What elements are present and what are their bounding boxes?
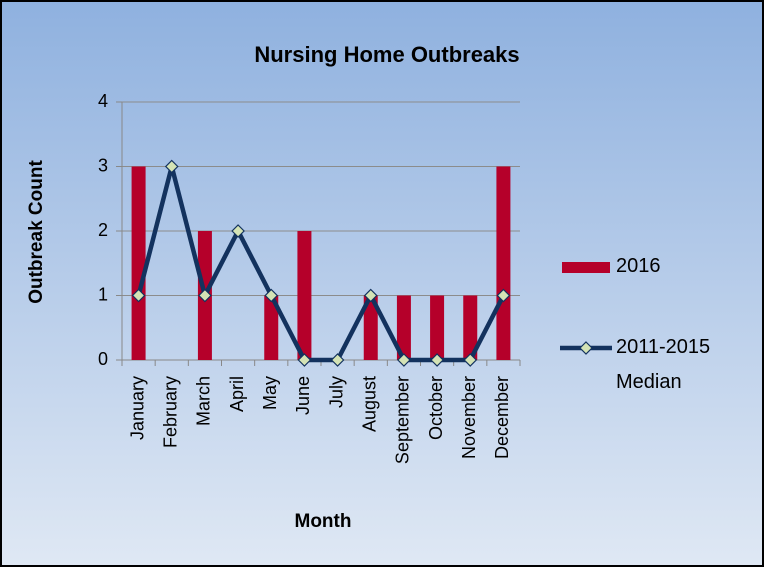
line-marker: [363, 288, 378, 303]
x-tick-label: January: [127, 376, 147, 440]
y-tick-label: 2: [98, 220, 108, 240]
x-tick-label: September: [393, 376, 413, 464]
line-marker: [463, 353, 478, 367]
line-marker: [397, 353, 411, 367]
bar: [496, 166, 511, 360]
bar: [297, 231, 312, 360]
y-tick-label: 1: [98, 284, 108, 304]
x-tick-label: February: [161, 376, 181, 448]
line: [136, 164, 506, 363]
line-marker: [264, 288, 279, 303]
bar: [264, 295, 279, 360]
line-marker: [496, 288, 511, 303]
x-tick-label: June: [293, 376, 313, 415]
line-marker: [330, 353, 345, 367]
x-tick-label: May: [260, 376, 280, 410]
x-tick-label: July: [326, 376, 346, 408]
y-tick-label: 3: [98, 155, 108, 175]
line-marker: [297, 353, 312, 367]
x-tick-label: August: [360, 376, 380, 432]
bar: [363, 295, 378, 360]
line-marker: [164, 159, 179, 174]
legend-swatch: [562, 262, 610, 273]
bar: [131, 166, 146, 360]
y-tick-label: 4: [98, 91, 108, 111]
x-tick-label: November: [459, 376, 479, 459]
bar: [396, 295, 411, 360]
x-tick-label: October: [426, 376, 446, 440]
line-marker: [198, 288, 212, 303]
legend-label: 2011-2015 Median: [616, 336, 711, 393]
legend-marker: [579, 341, 593, 355]
line-marker: [430, 353, 444, 367]
legend-label: 2016: [616, 255, 661, 277]
line-marker: [131, 288, 146, 303]
bar: [430, 295, 445, 360]
y-axis-label: Outbreak Count: [26, 160, 47, 304]
bar: [463, 295, 478, 360]
y-tick-label: 0: [98, 349, 108, 369]
x-tick-label: April: [227, 376, 247, 412]
x-tick-label: December: [492, 376, 512, 459]
x-axis-label: Month: [295, 511, 352, 532]
line-marker: [231, 224, 245, 238]
x-tick-label: March: [194, 376, 214, 426]
chart-title: Nursing Home Outbreaks: [254, 42, 519, 67]
